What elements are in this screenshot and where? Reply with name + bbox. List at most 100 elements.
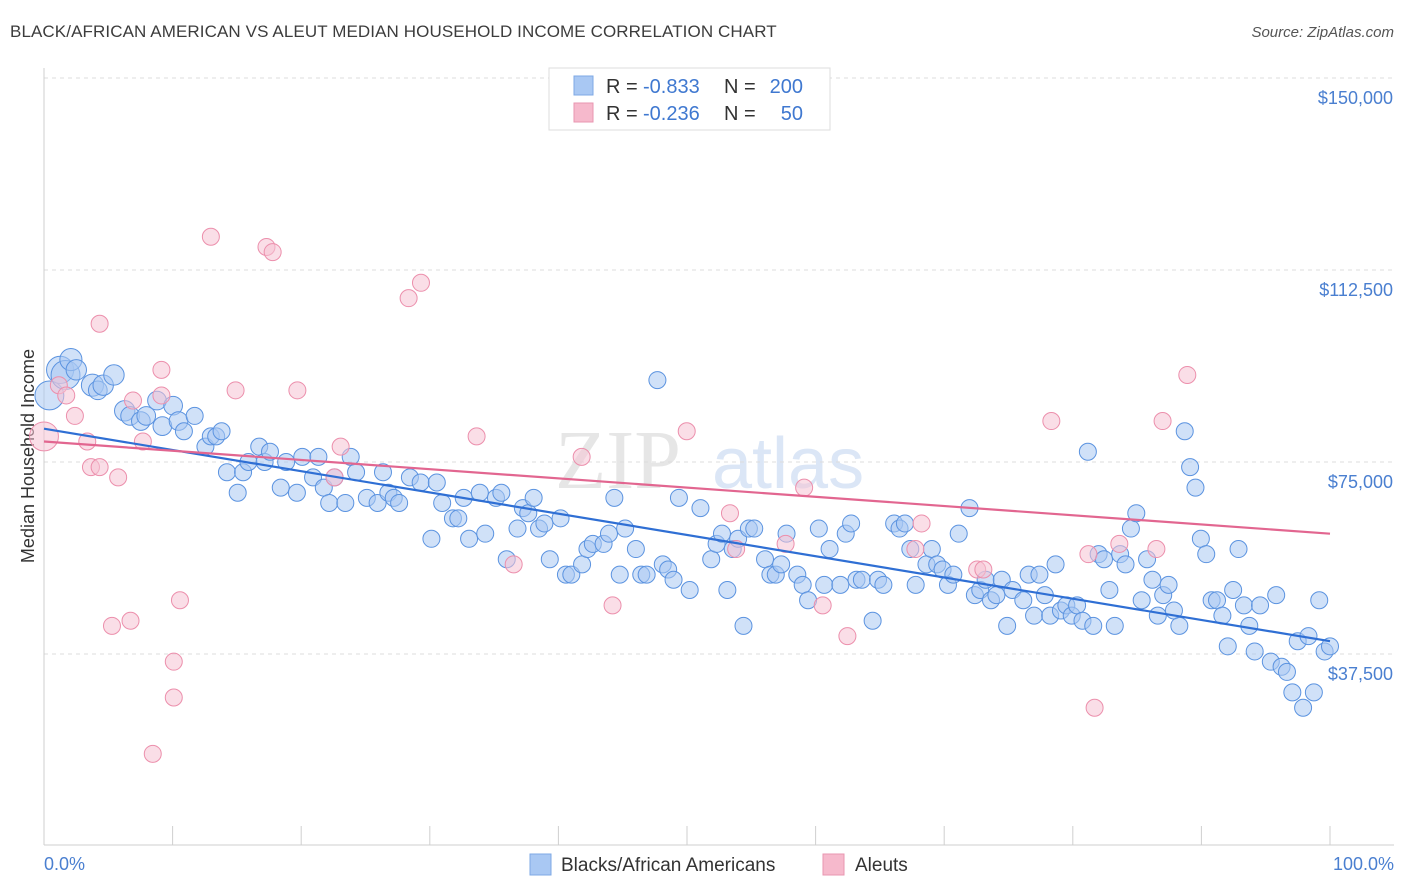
data-point-blacks	[1095, 550, 1114, 569]
data-point-aleuts	[838, 627, 857, 646]
data-point-blacks	[1197, 545, 1216, 564]
data-point-aleuts	[467, 427, 486, 446]
data-point-blacks	[1224, 581, 1243, 599]
y-tick-label: $112,500	[1319, 280, 1393, 300]
data-point-blacks	[809, 519, 828, 538]
data-point-blacks	[1310, 591, 1329, 610]
data-point-blacks	[492, 483, 511, 502]
data-point-blacks	[1321, 637, 1339, 656]
data-point-aleuts	[1147, 540, 1166, 559]
data-point-blacks	[1159, 575, 1178, 594]
data-point-aleuts	[399, 289, 418, 308]
data-point-blacks	[1208, 591, 1227, 610]
data-point-blacks	[906, 575, 925, 594]
legend-n-label-1: N =	[724, 76, 756, 98]
data-point-aleuts	[572, 447, 591, 466]
y-tick-label: $75,000	[1328, 472, 1393, 492]
data-point-blacks	[573, 555, 592, 574]
data-point-blacks	[65, 359, 87, 381]
data-point-aleuts	[65, 406, 84, 425]
data-point-blacks	[987, 586, 1006, 605]
data-point-blacks	[1186, 478, 1205, 497]
data-point-blacks	[718, 581, 737, 599]
data-point-blacks	[712, 524, 731, 543]
data-point-aleuts	[813, 596, 832, 615]
data-point-blacks	[508, 519, 527, 538]
data-point-blacks	[599, 524, 618, 543]
data-point-blacks	[664, 570, 683, 589]
data-point-aleuts	[1079, 545, 1098, 564]
data-point-aleuts	[906, 540, 925, 559]
data-point-aleuts	[170, 591, 189, 610]
trend-lines	[43, 427, 1331, 643]
data-point-aleuts	[109, 468, 128, 487]
data-point-aleuts	[331, 437, 350, 456]
data-point-aleuts	[152, 360, 171, 379]
data-point-blacks	[1277, 662, 1296, 681]
data-point-aleuts	[152, 386, 171, 405]
data-point-aleuts	[1042, 412, 1061, 431]
data-point-blacks	[433, 493, 452, 512]
data-point-blacks	[293, 447, 312, 466]
data-point-blacks	[745, 519, 764, 538]
source-label: Source: ZipAtlas.com	[1251, 24, 1394, 41]
data-point-blacks	[1127, 504, 1146, 523]
data-point-blacks	[998, 616, 1017, 635]
data-point-blacks	[895, 514, 914, 533]
trend-line-blacks	[43, 427, 1331, 643]
data-point-blacks	[540, 550, 559, 569]
legend-n-label-2: N =	[724, 103, 756, 125]
data-point-blacks	[136, 406, 157, 426]
data-point-blacks	[228, 483, 247, 502]
data-point-blacks	[949, 524, 968, 543]
data-point-blacks	[815, 575, 834, 594]
data-point-blacks	[831, 575, 850, 594]
data-point-aleuts	[288, 381, 307, 400]
data-point-blacks	[691, 499, 710, 518]
data-point-aleuts	[1085, 698, 1104, 717]
data-point-blacks	[1175, 422, 1194, 441]
bottom-legend-swatch-aleuts	[822, 853, 845, 876]
data-point-blacks	[185, 406, 204, 425]
data-point-blacks	[734, 616, 753, 635]
data-point-aleuts	[776, 534, 795, 553]
y-tick-labels: $37,500 $75,000 $112,500 $150,000	[1318, 88, 1393, 684]
data-point-blacks	[217, 463, 236, 482]
data-point-blacks	[1229, 540, 1248, 559]
data-point-blacks	[1251, 596, 1270, 615]
x-tick-label-end: 100.0%	[1333, 854, 1394, 874]
data-point-blacks	[1304, 683, 1323, 702]
trend-line-aleuts	[43, 440, 1331, 535]
data-point-blacks	[460, 529, 479, 548]
data-point-blacks	[1143, 570, 1162, 589]
data-point-aleuts	[1153, 412, 1172, 431]
bottom-legend-swatch-blacks	[529, 853, 552, 876]
bottom-legend-label-blacks: Blacks/African Americans	[561, 855, 775, 876]
data-point-aleuts	[164, 688, 183, 707]
data-point-aleuts	[795, 478, 814, 497]
data-point-blacks	[1283, 683, 1302, 702]
data-point-blacks	[610, 565, 629, 584]
data-point-blacks	[820, 540, 839, 559]
data-point-blacks	[535, 514, 554, 533]
data-point-blacks	[476, 524, 495, 543]
legend-r-value-2: -0.236	[643, 103, 700, 125]
data-point-blacks	[320, 493, 339, 512]
data-point-blacks	[1084, 616, 1103, 635]
data-point-blacks	[1245, 642, 1264, 661]
data-point-blacks	[648, 371, 667, 390]
data-point-aleuts	[57, 386, 76, 405]
data-point-blacks	[1191, 529, 1210, 548]
y-tick-label: $37,500	[1328, 664, 1393, 684]
data-point-blacks	[756, 550, 775, 569]
data-point-blacks	[422, 529, 441, 548]
data-point-blacks	[1100, 581, 1119, 599]
legend-r-label-2: R =	[606, 103, 638, 125]
legend-n-value-1: 200	[770, 76, 803, 98]
data-point-aleuts	[720, 504, 739, 523]
x-ticks	[43, 826, 1331, 845]
data-point-blacks	[411, 473, 430, 492]
data-point-aleuts	[912, 514, 931, 533]
data-point-blacks	[390, 493, 409, 512]
data-point-blacks	[524, 488, 543, 507]
